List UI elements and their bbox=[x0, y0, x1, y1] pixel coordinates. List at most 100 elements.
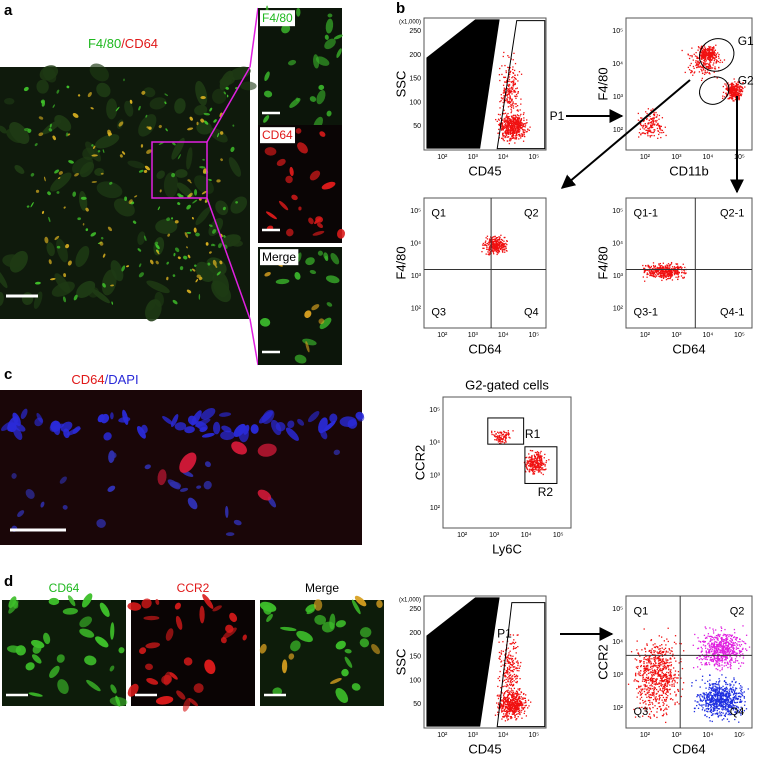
event-dot bbox=[509, 706, 511, 708]
event-dot bbox=[691, 70, 693, 72]
event-dot bbox=[658, 133, 660, 136]
cell bbox=[318, 318, 325, 325]
event-dot bbox=[512, 105, 515, 107]
event-dot bbox=[673, 683, 675, 685]
event-dot bbox=[515, 678, 517, 680]
x-tick-label: 10⁴ bbox=[703, 154, 714, 161]
event-dot bbox=[521, 717, 523, 719]
cell bbox=[165, 128, 168, 132]
event-dot bbox=[508, 91, 511, 93]
cell bbox=[296, 630, 313, 643]
cell bbox=[213, 119, 217, 123]
event-dot bbox=[678, 267, 680, 269]
event-dot bbox=[533, 465, 536, 467]
plot-frame bbox=[423, 197, 547, 329]
event-dot bbox=[488, 249, 490, 251]
event-dot bbox=[505, 435, 507, 437]
cell bbox=[141, 598, 152, 609]
event-dot bbox=[486, 235, 489, 237]
event-dot bbox=[666, 274, 669, 276]
cell bbox=[39, 65, 59, 81]
micrograph bbox=[127, 594, 255, 712]
event-dot bbox=[704, 50, 706, 52]
event-dot bbox=[502, 84, 505, 86]
event-dot bbox=[710, 645, 713, 647]
cell bbox=[48, 259, 52, 265]
event-dot bbox=[651, 269, 653, 272]
event-dot bbox=[679, 266, 681, 269]
event-dot bbox=[662, 709, 665, 712]
event-dot bbox=[646, 125, 648, 127]
event-dot bbox=[662, 276, 665, 278]
event-dot bbox=[657, 130, 659, 132]
cell bbox=[4, 97, 15, 105]
event-dot bbox=[534, 451, 537, 454]
event-dot bbox=[644, 124, 647, 127]
event-dot bbox=[518, 689, 520, 691]
event-dot bbox=[715, 44, 717, 46]
cell bbox=[265, 211, 277, 220]
cell bbox=[202, 158, 205, 161]
cell bbox=[38, 116, 44, 120]
event-dot bbox=[702, 55, 704, 58]
event-dot bbox=[508, 92, 510, 94]
event-dot bbox=[502, 138, 504, 141]
event-dot bbox=[663, 640, 666, 642]
event-dot bbox=[641, 674, 644, 676]
event-dot bbox=[521, 702, 523, 704]
event-dot bbox=[514, 95, 516, 97]
event-dot bbox=[701, 54, 703, 57]
y-tick-label: 10⁴ bbox=[612, 240, 623, 247]
event-dot bbox=[692, 65, 695, 68]
event-dot bbox=[658, 635, 660, 637]
event-dot bbox=[661, 658, 663, 660]
event-dot bbox=[714, 58, 716, 60]
event-dot bbox=[516, 691, 518, 693]
event-dot bbox=[494, 240, 496, 242]
event-dot bbox=[640, 664, 642, 667]
event-dot bbox=[641, 692, 643, 695]
event-dot bbox=[524, 699, 527, 702]
event-dot bbox=[658, 665, 661, 667]
event-dot bbox=[646, 117, 648, 120]
event-dot bbox=[646, 707, 648, 709]
event-dot bbox=[648, 130, 651, 133]
cell bbox=[54, 235, 60, 241]
event-dot bbox=[703, 64, 705, 67]
event-dot bbox=[659, 682, 661, 685]
y-tick-label: 10³ bbox=[613, 94, 624, 101]
cell bbox=[344, 656, 353, 668]
cell bbox=[155, 598, 160, 605]
event-dot bbox=[529, 470, 531, 472]
event-dot bbox=[512, 133, 514, 135]
event-dot bbox=[657, 273, 660, 275]
event-dot bbox=[499, 431, 501, 433]
event-dot bbox=[677, 269, 679, 272]
event-dot bbox=[633, 680, 635, 682]
event-dot bbox=[706, 658, 708, 661]
event-dot bbox=[513, 705, 515, 707]
event-dot bbox=[670, 658, 672, 660]
event-dot bbox=[735, 646, 738, 648]
cell bbox=[341, 668, 349, 677]
event-dot bbox=[652, 131, 654, 134]
event-dot bbox=[542, 467, 544, 469]
gate bbox=[524, 446, 558, 484]
event-dot bbox=[535, 465, 537, 467]
event-dot bbox=[515, 124, 517, 126]
y-axis-label: SSC bbox=[393, 649, 408, 676]
event-dot bbox=[705, 66, 707, 68]
cell bbox=[193, 683, 204, 693]
event-dot bbox=[512, 678, 514, 680]
event-dot bbox=[512, 710, 514, 713]
cell bbox=[355, 411, 364, 420]
event-dot bbox=[524, 129, 526, 131]
event-dot bbox=[665, 707, 667, 709]
event-dot bbox=[709, 67, 711, 70]
event-dot bbox=[519, 693, 521, 695]
event-dot bbox=[507, 122, 510, 125]
cell bbox=[272, 687, 283, 696]
event-dot bbox=[497, 702, 500, 704]
event-dot bbox=[650, 122, 652, 124]
